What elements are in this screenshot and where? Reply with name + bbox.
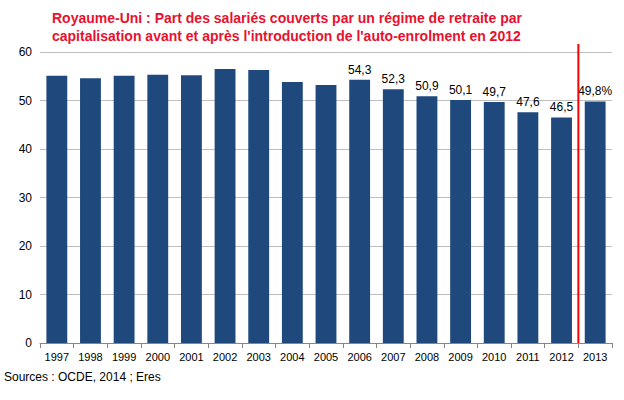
svg-text:2003: 2003 [246,351,270,363]
svg-text:50,1: 50,1 [449,83,473,97]
svg-text:2010: 2010 [482,351,506,363]
svg-text:49,8%: 49,8% [578,84,612,98]
svg-text:2009: 2009 [448,351,472,363]
svg-text:0: 0 [25,336,32,350]
svg-text:2013: 2013 [583,351,607,363]
svg-text:46,5: 46,5 [550,100,574,114]
svg-text:2007: 2007 [381,351,405,363]
svg-text:2006: 2006 [347,351,371,363]
svg-text:52,3: 52,3 [382,72,406,86]
svg-text:2004: 2004 [280,351,304,363]
svg-text:10: 10 [19,288,33,302]
svg-text:47,6: 47,6 [516,95,540,109]
svg-text:2005: 2005 [314,351,338,363]
svg-text:2012: 2012 [549,351,573,363]
svg-text:60: 60 [19,45,33,59]
svg-text:2000: 2000 [146,351,170,363]
svg-text:20: 20 [19,239,33,253]
svg-text:49,7: 49,7 [483,85,507,99]
svg-text:2008: 2008 [415,351,439,363]
svg-text:1997: 1997 [45,351,69,363]
svg-text:Sources : OCDE, 2014 ; Eres: Sources : OCDE, 2014 ; Eres [4,370,161,384]
svg-text:1998: 1998 [78,351,102,363]
svg-text:Royaume-Uni : Part des salarié: Royaume-Uni : Part des salariés couverts… [52,10,526,26]
svg-text:2002: 2002 [213,351,237,363]
svg-text:54,3: 54,3 [348,63,372,77]
svg-text:capitalisation avant et après: capitalisation avant et après l'introduc… [52,28,521,44]
svg-text:40: 40 [19,142,33,156]
svg-text:2011: 2011 [516,351,540,363]
svg-text:30: 30 [19,191,33,205]
svg-text:2001: 2001 [179,351,203,363]
svg-text:1999: 1999 [112,351,136,363]
svg-text:50: 50 [19,94,33,108]
svg-text:50,9: 50,9 [415,79,439,93]
